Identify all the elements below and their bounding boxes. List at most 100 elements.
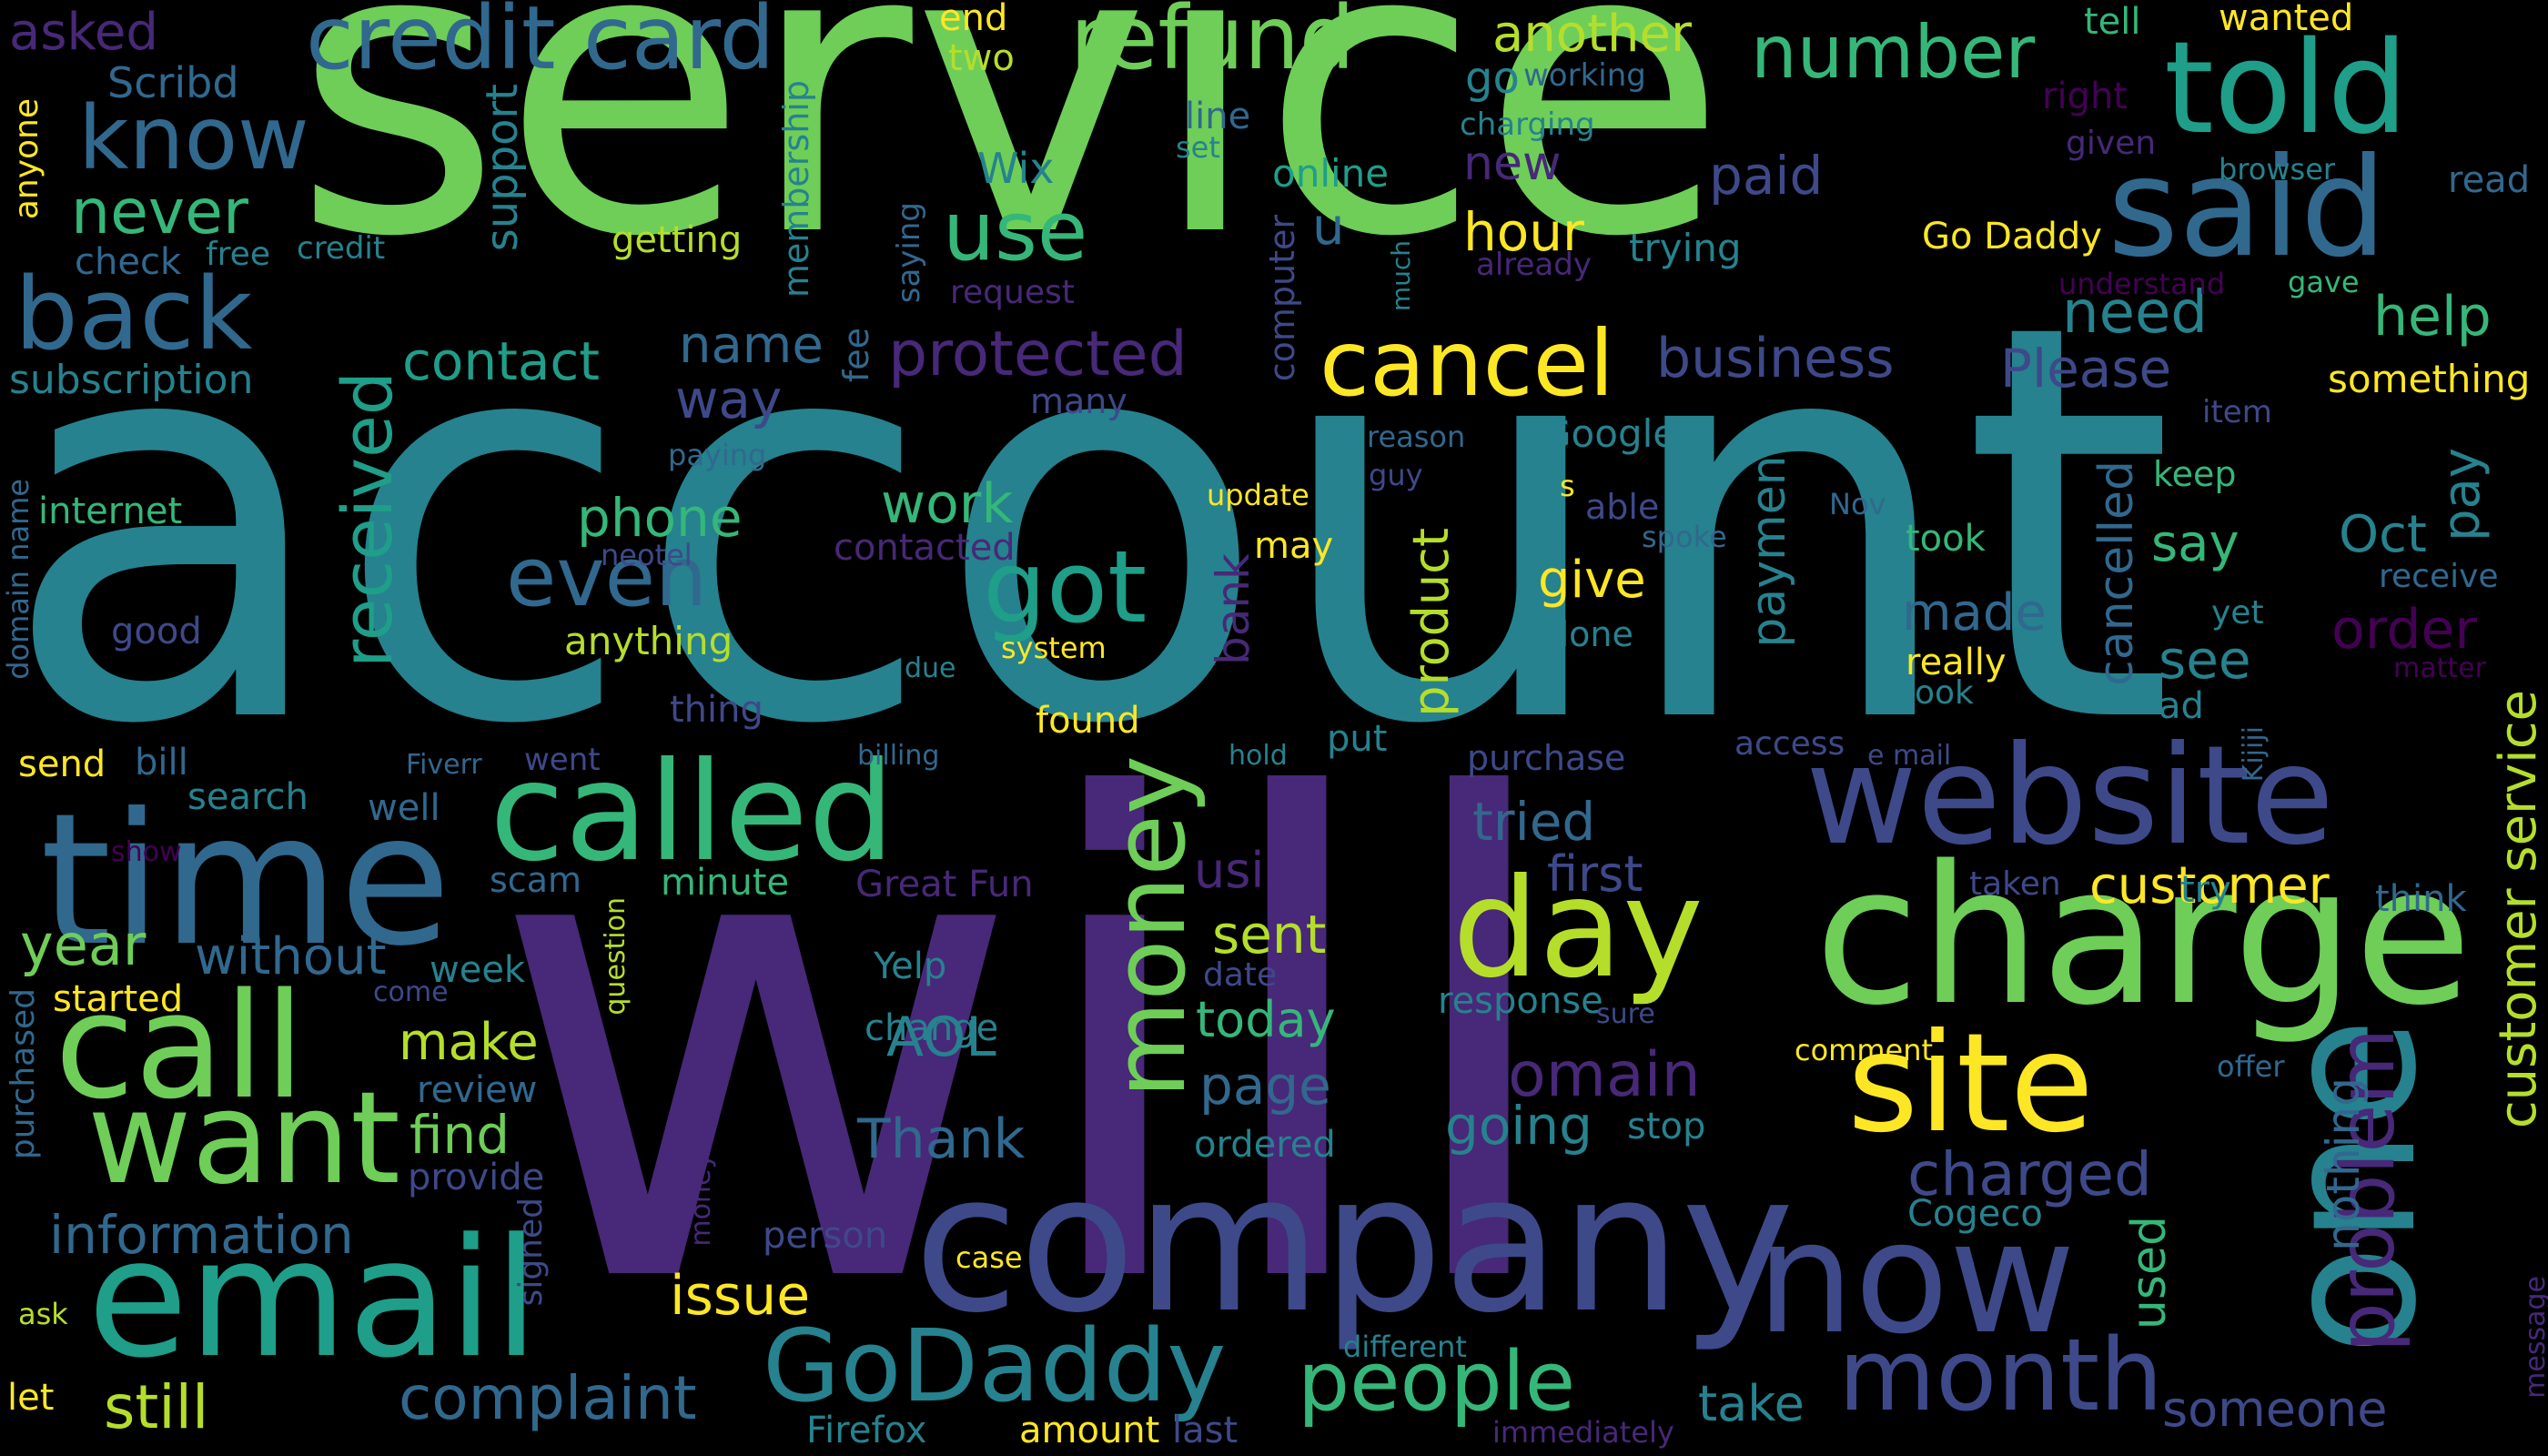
word: scam: [490, 860, 581, 900]
word: yet: [2211, 594, 2264, 632]
word: Kijiji: [2238, 726, 2270, 783]
word: many: [1030, 381, 1127, 421]
word: received: [327, 371, 408, 668]
word: well: [368, 787, 440, 829]
word: week: [430, 949, 526, 991]
word: month: [1838, 1317, 2164, 1433]
word: first: [1547, 845, 1643, 903]
word: started: [53, 978, 184, 1020]
word: time: [40, 774, 451, 986]
word: signed: [512, 1198, 550, 1307]
word: ordered: [1194, 1124, 1336, 1166]
word: name: [679, 316, 824, 375]
word: matter: [2393, 652, 2486, 684]
word: said: [2108, 129, 2387, 288]
word: will: [488, 665, 1570, 1428]
word: last: [1172, 1410, 1239, 1451]
word: stop: [1627, 1106, 1706, 1148]
word: say: [2151, 514, 2240, 573]
word: change: [864, 1007, 999, 1049]
word: used: [2122, 1216, 2177, 1330]
word: system: [1001, 631, 1107, 665]
word: website: [1805, 717, 2335, 875]
word: Fiverr: [406, 749, 482, 781]
word: support: [477, 84, 528, 252]
word: Thank: [857, 1107, 1026, 1171]
word: request: [950, 274, 1075, 311]
word: go: [1465, 53, 1520, 104]
word: Please: [2000, 338, 2172, 399]
word: Great Fun: [855, 864, 1034, 905]
word: saying: [891, 202, 927, 304]
word: domain: [1469, 1039, 1701, 1111]
word: went: [524, 742, 601, 778]
word: offer: [2217, 1049, 2285, 1084]
word: tried: [1472, 791, 1596, 853]
word: ask: [18, 1297, 68, 1331]
word: need: [2062, 279, 2208, 347]
word: work: [881, 472, 1014, 536]
word: update: [1207, 478, 1309, 512]
word: computer: [1262, 215, 1302, 382]
word: look: [1906, 674, 1974, 712]
word: charge: [1815, 824, 2472, 1047]
word: people: [1298, 1334, 1576, 1430]
word: purchased: [5, 988, 42, 1160]
word: set: [1176, 130, 1220, 165]
word: sent: [1212, 904, 1327, 966]
word: try: [2180, 869, 2231, 911]
word: working: [1523, 57, 1646, 94]
word: page: [1199, 1055, 1331, 1117]
word: domain name: [1, 479, 35, 680]
word: Yelp: [874, 945, 947, 987]
word: case: [956, 1240, 1023, 1275]
word: refund: [1070, 0, 1355, 89]
word: information: [49, 1204, 354, 1266]
word: take: [1698, 1375, 1805, 1432]
word: let: [7, 1377, 55, 1419]
word: customer service: [2489, 690, 2548, 1129]
word: find: [410, 1104, 511, 1166]
word: using: [1194, 842, 1327, 899]
word: good: [111, 611, 202, 652]
word: back: [15, 256, 253, 372]
word: bank: [1207, 553, 1259, 666]
word: want: [87, 1065, 400, 1213]
word: phone: [577, 487, 743, 549]
word: much: [1386, 240, 1416, 312]
word: review: [417, 1069, 538, 1111]
word: different: [1343, 1330, 1467, 1364]
word: receive: [2379, 558, 2499, 595]
word: come: [373, 976, 449, 1008]
word: Cogeco: [1907, 1193, 2043, 1235]
word: provide: [408, 1157, 545, 1198]
word: free: [206, 236, 270, 273]
word: neotel: [601, 538, 693, 572]
word: wanted: [2219, 0, 2354, 39]
word: payment: [1742, 437, 1796, 648]
word: membership: [776, 80, 816, 298]
word: access: [1734, 725, 1845, 763]
word: never: [71, 177, 248, 248]
word: message: [2520, 1276, 2548, 1399]
word: spoke: [1642, 520, 1727, 554]
word: right: [2042, 76, 2128, 117]
word: even: [506, 530, 708, 625]
word: thing: [670, 689, 763, 731]
word: credit: [297, 230, 386, 267]
word: line: [1185, 96, 1251, 137]
word: Scribd: [107, 58, 239, 107]
word: called: [490, 733, 895, 892]
word: already: [1476, 247, 1592, 283]
word: email: [87, 1204, 540, 1394]
word: check: [75, 241, 182, 283]
word: new: [1463, 136, 1562, 191]
word: amount: [1019, 1410, 1160, 1451]
word: contact: [402, 330, 601, 392]
word: bill: [135, 742, 188, 784]
word: site: [1847, 1005, 2094, 1163]
word: still: [104, 1372, 209, 1442]
word: fee: [836, 328, 876, 383]
word: send: [18, 743, 106, 785]
word: s: [1560, 469, 1575, 503]
